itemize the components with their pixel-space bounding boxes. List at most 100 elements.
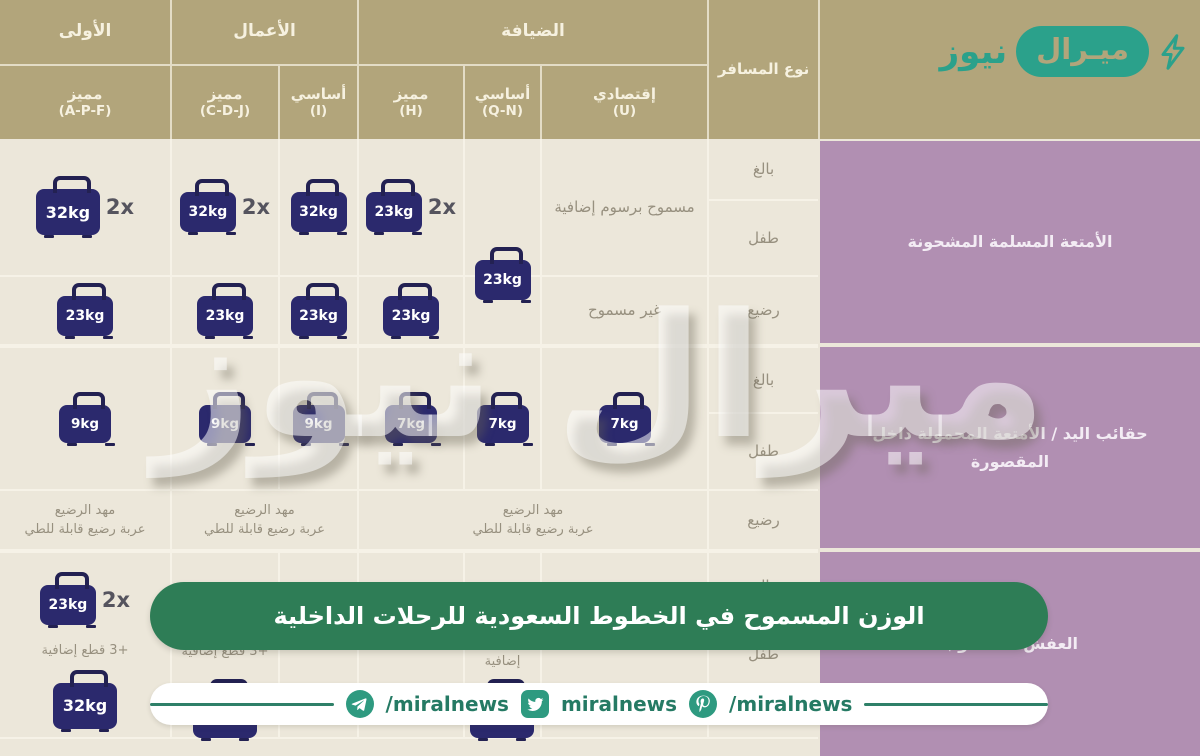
gridline [707, 139, 709, 344]
cell-guest-basic-adult-child: 23kg [465, 139, 540, 343]
suitcase-icon: 23kg [474, 247, 531, 303]
cell-economy-adult-child: مسموح برسوم إضافية [554, 197, 695, 216]
row-label-adult: بالغ [752, 370, 775, 389]
suitcase-icon: 23kg [197, 282, 253, 339]
suitcase-icon: 9kg [59, 391, 111, 446]
multiplier: 2x [241, 195, 271, 219]
divider [0, 64, 707, 66]
suitcase-icon: 23kg [290, 282, 347, 339]
gridline [0, 489, 818, 491]
cell-business-basic-adult-child: 32kg [280, 139, 357, 275]
cell-first-cabin: 9kg [0, 348, 170, 489]
cell-economy-infant: غير مسموح [588, 301, 661, 320]
cell-first-infant: 23kg [0, 277, 170, 344]
cell-first-adult-child: 2x 32kg [0, 139, 170, 275]
suitcase-with-mult: 2x 23kg [39, 572, 131, 628]
gridline [709, 412, 818, 414]
cell-business-premium-infant: 23kg [172, 277, 278, 344]
suitcase-icon: 23kg [365, 179, 422, 235]
header-col-first-premium: مميز (A-P-F) [58, 84, 112, 120]
cell-guest-premium-adult-child: 2x 23kg [359, 139, 463, 275]
row-label-infant: رضيع [747, 510, 780, 529]
suitcase-icon: 7kg [385, 391, 437, 446]
gridline [278, 348, 280, 490]
footer-rule-left [150, 702, 334, 706]
header-passenger-type: نوع المسافر [717, 60, 810, 79]
header-col-guest-economy: إقتصادي (U) [593, 84, 656, 120]
multiplier: 2x [101, 588, 131, 612]
divider [357, 0, 359, 139]
header-col-business-premium: مميز (C-D-J) [199, 84, 251, 120]
telegram-handle: /miralnews [385, 692, 509, 716]
suitcase-icon: 9kg [199, 391, 251, 446]
divider [540, 66, 542, 139]
section-divider [0, 549, 818, 553]
suitcase-icon: 32kg [290, 179, 347, 235]
multiplier: 2x [427, 195, 457, 219]
cell-business-basic-infant: 23kg [280, 277, 357, 344]
header-col-guest-basic: أساسي (Q-N) [474, 84, 531, 120]
cell-business-premium-cabin: 9kg [172, 348, 278, 489]
extra-pieces-note: +3 قطع إضافية [41, 643, 129, 658]
category-cabin-baggage: حقائب اليد / الأمتعة المحمولة داخل المقص… [820, 347, 1200, 548]
suitcase-icon: 32kg [35, 176, 100, 238]
gridline [540, 139, 542, 344]
row-label-child: طفل [748, 228, 779, 247]
gridline [709, 199, 818, 201]
gridline [0, 275, 818, 277]
suitcase-icon: 9kg [292, 391, 345, 446]
suitcase-icon: 23kg [383, 282, 439, 339]
cell-business-crib: مهد الرضيع عربة رضيع قابلة للطي [204, 502, 325, 538]
suitcase-icon: 7kg [598, 391, 651, 446]
header-group-first: الأولى [58, 21, 112, 42]
divider [707, 0, 709, 139]
suitcase-icon: 23kg [39, 572, 96, 628]
social-footer: /miralnews miralnews /miralnews [150, 683, 1048, 725]
gridline [278, 139, 280, 344]
cell-guest-premium-infant: 23kg [359, 277, 463, 344]
gridline [170, 348, 172, 549]
twitter-handle: miralnews [560, 692, 678, 716]
divider [818, 0, 820, 139]
header-background [0, 0, 1200, 139]
cell-first-crib: مهد الرضيع عربة رضيع قابلة للطي [24, 502, 146, 538]
twitter-icon [520, 690, 549, 718]
cell-first-accompanied: 2x 23kg +3 قطع إضافية 32kg [0, 553, 170, 737]
gridline [170, 139, 172, 344]
logo-brand-pill: ميـرال [1016, 26, 1149, 77]
suitcase-icon: 32kg [179, 179, 236, 235]
cell-business-premium-adult-child: 2x 32kg [172, 139, 278, 275]
gridline [707, 348, 709, 549]
row-label-adult: بالغ [752, 159, 775, 178]
cell-guest-crib: مهد الرضيع عربة رضيع قابلة للطي [472, 502, 594, 538]
gridline [540, 348, 542, 490]
row-label-child: طفل [748, 442, 779, 461]
multiplier: 2x [105, 195, 135, 219]
divider [278, 66, 280, 139]
footer-rule-right [864, 702, 1048, 706]
miral-news-logo: ميـرال نيوز [868, 26, 1188, 77]
cell-guest-basic-cabin: 7kg [465, 348, 540, 489]
divider [170, 0, 172, 139]
logo-suffix: نيوز [939, 31, 1008, 72]
header-group-guest: الضيافة [501, 21, 565, 42]
gridline [463, 139, 465, 344]
gridline [357, 348, 359, 549]
title-banner: الوزن المسموح في الخطوط السعودية للرحلات… [150, 582, 1048, 650]
pinterest-icon [689, 690, 718, 718]
gridline [0, 737, 818, 739]
telegram-icon [345, 690, 374, 718]
suitcase-icon: 32kg [53, 669, 117, 732]
header-col-guest-premium: مميز (H) [393, 84, 429, 120]
row-label-infant: رضيع [747, 301, 780, 320]
cell-guest-premium-cabin: 7kg [359, 348, 463, 489]
header-group-business: الأعمال [233, 21, 296, 42]
divider [463, 66, 465, 139]
cell-economy-cabin: 7kg [542, 348, 707, 489]
cell-business-basic-cabin: 9kg [280, 348, 357, 489]
suitcase-icon: 23kg [57, 282, 113, 339]
gridline [357, 139, 359, 344]
category-checked-baggage: الأمتعة المسلمة المشحونة [820, 141, 1200, 343]
pinterest-handle: /miralnews [729, 692, 853, 716]
lightning-bolt-icon [1158, 32, 1188, 72]
